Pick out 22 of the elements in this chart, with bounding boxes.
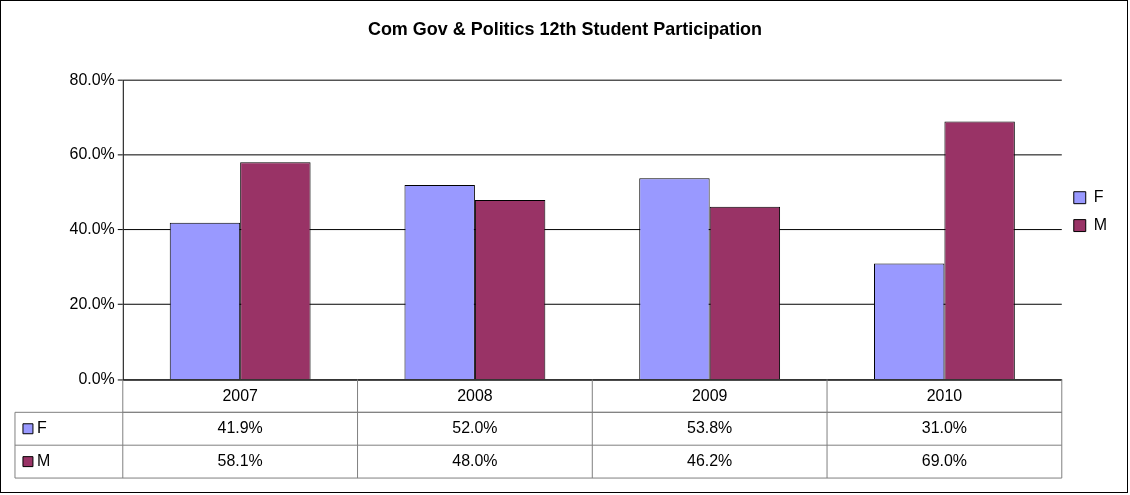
x-tick-label: 2007 — [222, 387, 259, 405]
data-label: 31.0% — [921, 419, 968, 437]
y-tick-label: 0.0% — [78, 369, 115, 387]
y-tick-label: 60.0% — [69, 145, 115, 163]
data-label: 41.9% — [217, 419, 263, 437]
y-tick-label: 80.0% — [69, 70, 115, 88]
x-tick-label: 2008 — [457, 387, 493, 405]
y-tick-label: 40.0% — [69, 220, 115, 238]
x-tick-label: 2010 — [926, 387, 963, 405]
legend-label: F — [36, 419, 47, 437]
x-tick-label: 2009 — [691, 387, 728, 405]
text: M — [36, 452, 51, 470]
data-label: 46.2% — [687, 452, 733, 470]
data-label: 58.1% — [217, 452, 263, 470]
data-label: 53.8% — [687, 419, 733, 437]
legend-label: M — [1093, 215, 1108, 233]
y-tick-label: 20.0% — [69, 295, 115, 313]
data-label: 48.0% — [452, 452, 498, 470]
data-label: 69.0% — [921, 452, 968, 470]
data-label: 52.0% — [452, 419, 498, 437]
chart-title: Com Gov & Politics 12th Student Participation — [367, 18, 763, 39]
text: F — [1093, 188, 1104, 206]
